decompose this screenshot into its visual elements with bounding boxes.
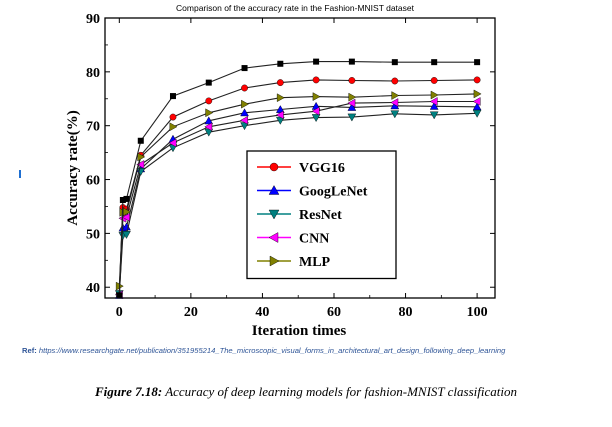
y-tick-label: 60 <box>86 174 100 189</box>
legend-marker <box>268 209 280 220</box>
legend: VGG16 GoogLeNet ResNet CNN MLP <box>246 150 397 280</box>
y-tick-label: 90 <box>86 12 100 27</box>
caption-text: Accuracy of deep learning models for fas… <box>165 384 517 399</box>
x-tick-label: 40 <box>255 305 269 320</box>
data-point-unlabeled <box>169 93 176 100</box>
figure-caption: Figure 7.18: Accuracy of deep learning m… <box>0 384 612 400</box>
data-point-mlp <box>137 152 146 162</box>
legend-marker <box>268 232 279 243</box>
data-point-vgg16 <box>312 76 320 84</box>
data-point-vgg16 <box>473 76 481 84</box>
data-point-mlp <box>276 93 285 103</box>
data-point-cnn <box>204 122 213 132</box>
plot-frame <box>104 17 496 299</box>
reference-label: Ref: <box>22 346 37 355</box>
y-tick-label: 40 <box>86 281 100 296</box>
data-point-cnn <box>390 98 399 107</box>
data-point-unlabeled <box>119 197 126 203</box>
data-point-unlabeled <box>391 59 398 66</box>
x-tick-label: 80 <box>399 305 413 320</box>
data-point-unlabeled <box>348 58 355 65</box>
data-point-cnn <box>136 160 145 169</box>
data-point-cnn <box>311 106 320 116</box>
data-point-mlp <box>430 90 439 100</box>
data-point-mlp <box>312 92 321 101</box>
data-point-vgg16 <box>348 77 356 84</box>
accuracy-line-chart: Comparison of the accuracy rate in the F… <box>65 3 496 339</box>
data-point-cnn <box>429 97 438 106</box>
data-point-unlabeled <box>241 65 248 72</box>
x-tick-label: 60 <box>327 305 341 320</box>
data-point-unlabeled <box>431 59 438 66</box>
reference-line: Ref: https://www.researchgate.net/public… <box>22 346 607 355</box>
data-point-googlenet <box>240 108 249 117</box>
data-point-mlp <box>473 89 482 99</box>
data-point-unlabeled <box>123 195 130 202</box>
x-tick-label: 0 <box>116 305 123 320</box>
data-point-cnn <box>168 138 177 148</box>
legend-marker <box>268 185 280 195</box>
legend-label: ResNet <box>299 208 342 223</box>
data-point-cnn <box>347 98 356 108</box>
data-point-vgg16 <box>169 113 177 121</box>
legend-label: CNN <box>299 232 329 247</box>
data-point-googlenet <box>429 101 439 110</box>
data-point-unlabeled <box>313 58 320 65</box>
chart-title: Comparison of the accuracy rate in the F… <box>176 3 415 13</box>
data-point-vgg16 <box>276 79 284 87</box>
data-point-mlp <box>391 91 400 100</box>
legend-label: GoogLeNet <box>299 185 368 200</box>
data-point-vgg16 <box>205 97 213 105</box>
y-axis-label: Accuracy rate(%) <box>65 110 81 225</box>
data-point-googlenet <box>347 102 357 111</box>
data-point-unlabeled <box>116 292 123 299</box>
data-point-mlp <box>241 99 249 109</box>
data-point-mlp <box>123 207 131 217</box>
data-point-cnn <box>472 97 481 106</box>
x-tick-label: 100 <box>467 305 488 320</box>
data-point-vgg16 <box>241 84 248 92</box>
legend-marker <box>269 255 280 267</box>
legend-marker <box>269 162 279 172</box>
data-point-mlp <box>348 92 357 102</box>
data-point-mlp <box>205 108 214 118</box>
data-point-resnet <box>347 113 357 122</box>
reference-url[interactable]: https://www.researchgate.net/publication… <box>38 346 506 355</box>
x-tick-label: 20 <box>184 305 198 320</box>
y-tick-label: 50 <box>86 227 100 242</box>
data-point-unlabeled <box>474 59 481 66</box>
data-point-resnet <box>472 109 482 118</box>
legend-label: MLP <box>299 255 331 270</box>
y-tick-label: 80 <box>86 66 100 81</box>
data-point-resnet <box>390 110 400 119</box>
data-point-cnn <box>122 212 130 222</box>
caption-label: Figure 7.18: <box>95 384 163 399</box>
x-axis-label: Iteration times <box>252 323 347 339</box>
plot-area: 40 50 60 70 80 90 0 20 40 60 80 100 <box>86 12 496 320</box>
data-point-vgg16 <box>430 77 438 84</box>
legend-label: VGG16 <box>299 161 345 176</box>
data-point-unlabeled <box>137 137 144 144</box>
edge-marker <box>19 170 21 178</box>
data-point-unlabeled <box>277 60 284 67</box>
data-point-unlabeled <box>205 79 212 86</box>
data-point-vgg16 <box>391 77 399 85</box>
data-point-resnet <box>122 231 131 239</box>
data-point-resnet <box>429 111 439 120</box>
data-point-cnn <box>275 110 284 120</box>
y-tick-label: 70 <box>86 120 100 135</box>
data-point-mlp <box>169 122 178 132</box>
data-point-resnet <box>311 114 321 123</box>
data-point-googlenet <box>204 116 214 125</box>
data-point-cnn <box>240 115 248 125</box>
